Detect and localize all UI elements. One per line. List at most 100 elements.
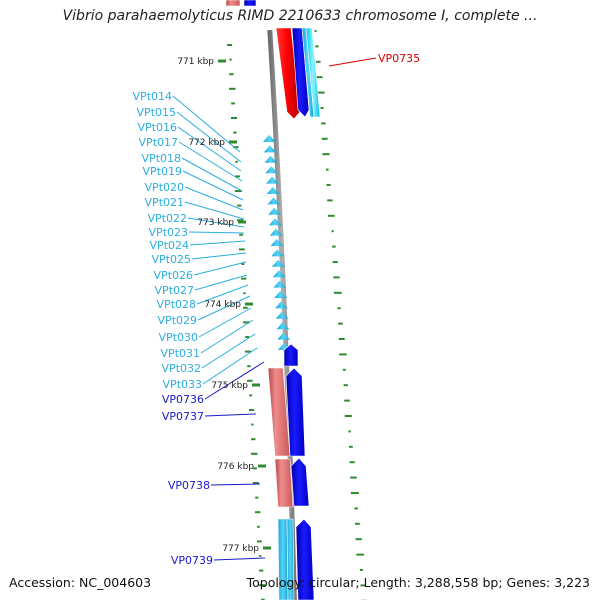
ruler-tick bbox=[245, 302, 253, 306]
cds-arrow-vp0739 bbox=[295, 518, 315, 600]
gc-skew-dash-inner bbox=[255, 496, 259, 499]
gc-skew-dash-outer bbox=[326, 184, 331, 186]
leader-line bbox=[178, 141, 243, 182]
ruler-tick-label: 776 kbp bbox=[217, 462, 254, 472]
genome-summary-text: Topology: circular; Length: 3,288,558 bp… bbox=[246, 575, 590, 590]
gc-skew-dash-outer bbox=[355, 522, 360, 525]
cds-block bbox=[243, 0, 257, 7]
gc-skew-dash-inner bbox=[229, 87, 236, 90]
feature-label-vpt025: VPt025 bbox=[152, 253, 191, 266]
gc-skew-dash-inner bbox=[257, 525, 260, 528]
leader-line bbox=[189, 240, 246, 246]
gc-skew-dash-inner bbox=[237, 219, 244, 222]
gc-skew-dash-outer bbox=[321, 122, 326, 125]
gc-skew-dash-outer bbox=[359, 569, 363, 571]
gc-skew-dash-outer bbox=[331, 230, 334, 233]
gc-skew-dash-outer bbox=[333, 276, 340, 279]
gc-skew-dash-outer bbox=[349, 445, 353, 448]
gc-skew-dash-outer bbox=[332, 261, 338, 263]
leader-line bbox=[176, 111, 242, 163]
leader-line bbox=[187, 217, 245, 228]
feature-label-vpt021: VPt021 bbox=[145, 196, 184, 209]
gc-skew-dash-inner bbox=[239, 233, 243, 236]
gc-skew-dash-outer bbox=[338, 338, 345, 340]
leader-line bbox=[177, 126, 242, 172]
feature-label-vpt032: VPt032 bbox=[162, 362, 201, 375]
gc-skew-dash-inner bbox=[253, 467, 257, 470]
ruler-tick-label: 771 kbp bbox=[177, 57, 214, 67]
ruler-tick-label: 775 kbp bbox=[211, 381, 248, 391]
trna-arrow bbox=[271, 249, 285, 257]
leader-line bbox=[197, 295, 251, 321]
feature-label-vpt016: VPt016 bbox=[138, 121, 177, 134]
leader-line bbox=[204, 361, 265, 400]
trna-arrow bbox=[275, 311, 289, 319]
gc-skew-track bbox=[227, 30, 367, 600]
ruler-tick-label: 774 kbp bbox=[204, 300, 241, 310]
gc-skew-dash-outer bbox=[317, 91, 325, 94]
gc-skew-dash-outer bbox=[360, 584, 365, 587]
ruler-tick bbox=[263, 546, 271, 550]
leader-line bbox=[200, 319, 254, 354]
ruler-tick bbox=[218, 59, 226, 63]
leader-line bbox=[204, 413, 257, 417]
feature-label-vpt020: VPt020 bbox=[145, 181, 184, 194]
feature-label-vpt029: VPt029 bbox=[158, 314, 197, 327]
gc-skew-dash-inner bbox=[245, 336, 250, 338]
leader-line bbox=[191, 252, 247, 260]
gc-skew-dash-outer bbox=[333, 291, 342, 294]
gc-skew-dash-inner bbox=[250, 452, 258, 455]
cds-arrow-vp0735 bbox=[291, 27, 310, 118]
gc-skew-dash-outer bbox=[315, 60, 321, 63]
cds-track bbox=[243, 0, 321, 600]
leader-line bbox=[188, 231, 245, 234]
feature-label-vpt027: VPt027 bbox=[155, 284, 194, 297]
gc-skew-dash-inner bbox=[233, 146, 239, 149]
feature-label-vpt019: VPt019 bbox=[143, 165, 182, 178]
leader-line bbox=[202, 347, 258, 385]
gc-skew-dash-outer bbox=[322, 153, 330, 156]
ruler-tick bbox=[252, 383, 260, 387]
gc-skew-dash-inner bbox=[247, 365, 251, 368]
trna-arrow bbox=[276, 322, 290, 330]
trna-arrow bbox=[263, 145, 277, 153]
gc-skew-dash-inner bbox=[229, 58, 232, 61]
gc-skew-dash-outer bbox=[344, 415, 352, 417]
gc-skew-dash-outer bbox=[343, 384, 348, 387]
gc-skew-dash-inner bbox=[252, 482, 259, 484]
gc-skew-dash-outer bbox=[327, 214, 335, 217]
gc-skew-dash-inner bbox=[247, 379, 253, 382]
gc-skew-dash-inner bbox=[235, 160, 238, 163]
gc-skew-dash-inner bbox=[241, 277, 247, 280]
leader-line bbox=[172, 95, 241, 153]
trna-arrow bbox=[274, 301, 288, 309]
trna-arrow bbox=[264, 155, 278, 163]
ruler-tick-label: 777 kbp bbox=[222, 544, 259, 554]
trna-arrow bbox=[269, 228, 283, 236]
gc-skew-dash-outer bbox=[337, 307, 341, 310]
feature-label-vpt018: VPt018 bbox=[142, 152, 181, 165]
feature-label-vpt023: VPt023 bbox=[149, 226, 188, 239]
gc-skew-dash-inner bbox=[243, 306, 248, 309]
gc-skew-dash-outer bbox=[320, 107, 324, 109]
gc-skew-dash-outer bbox=[326, 168, 329, 171]
gene-arrow-vp0735 bbox=[275, 27, 301, 120]
ruler-tick bbox=[258, 464, 266, 468]
gc-skew-dash-inner bbox=[227, 44, 233, 46]
gc-skew-dash-inner bbox=[244, 350, 252, 353]
cds-arrow-vp0737 bbox=[285, 367, 306, 457]
feature-label-vp0736: VP0736 bbox=[162, 393, 204, 406]
gc-skew-dash-inner bbox=[242, 321, 250, 324]
gc-skew-dash-outer bbox=[344, 399, 350, 402]
gc-skew-dash-inner bbox=[261, 598, 265, 600]
trna-arrow bbox=[265, 166, 279, 174]
trna-arrow bbox=[271, 259, 285, 267]
gc-skew-dash-outer bbox=[321, 137, 328, 140]
feature-label-vpt015: VPt015 bbox=[137, 106, 176, 119]
leader-line bbox=[196, 284, 249, 305]
gc-skew-dash-outer bbox=[338, 322, 343, 325]
leader-line bbox=[181, 157, 243, 192]
trna-arrow bbox=[266, 187, 280, 194]
ruler-tick-label: 773 kbp bbox=[197, 218, 234, 228]
feature-label-vpt030: VPt030 bbox=[159, 331, 198, 344]
